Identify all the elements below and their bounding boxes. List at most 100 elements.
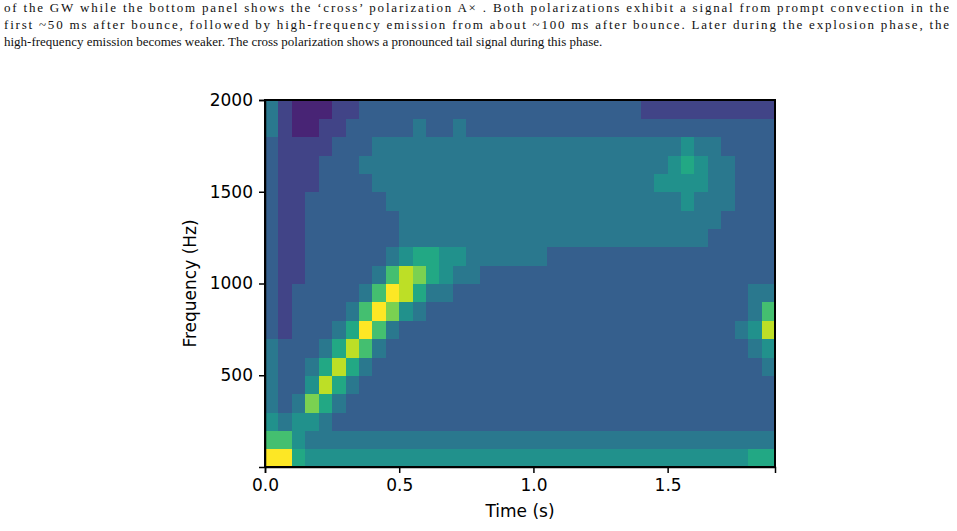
cell bbox=[453, 430, 467, 449]
cell bbox=[614, 265, 628, 284]
cell bbox=[694, 357, 708, 376]
cell bbox=[439, 210, 453, 229]
cell bbox=[601, 339, 615, 358]
cell bbox=[466, 228, 480, 247]
cell bbox=[735, 430, 749, 449]
cell bbox=[265, 394, 279, 413]
cell bbox=[493, 155, 507, 174]
cell bbox=[762, 192, 775, 211]
cell bbox=[507, 430, 521, 449]
cell bbox=[346, 412, 360, 431]
cell bbox=[439, 412, 453, 431]
y-tick: 1000 bbox=[210, 273, 265, 293]
cell bbox=[399, 412, 413, 431]
cell bbox=[533, 118, 547, 137]
cell bbox=[305, 173, 319, 192]
cell bbox=[748, 302, 762, 321]
cell bbox=[453, 357, 467, 376]
cell bbox=[386, 375, 400, 394]
cell bbox=[426, 375, 440, 394]
cell bbox=[520, 302, 534, 321]
cell bbox=[614, 375, 628, 394]
cell bbox=[453, 302, 467, 321]
cell bbox=[694, 173, 708, 192]
cell bbox=[721, 375, 735, 394]
cell bbox=[681, 339, 695, 358]
cell bbox=[278, 430, 292, 449]
cell bbox=[668, 137, 682, 156]
cell bbox=[533, 302, 547, 321]
cell bbox=[386, 100, 400, 119]
cell bbox=[359, 118, 373, 137]
cell bbox=[399, 449, 413, 467]
cell bbox=[413, 265, 427, 284]
cell bbox=[560, 394, 574, 413]
cell bbox=[493, 192, 507, 211]
cell bbox=[507, 302, 521, 321]
cell bbox=[480, 449, 494, 467]
cell bbox=[292, 412, 306, 431]
cell bbox=[654, 302, 668, 321]
cell bbox=[466, 100, 480, 119]
cell bbox=[574, 394, 588, 413]
cell bbox=[439, 228, 453, 247]
cell bbox=[668, 412, 682, 431]
cell bbox=[762, 449, 775, 467]
cell bbox=[507, 247, 521, 266]
cell bbox=[493, 173, 507, 192]
cell bbox=[265, 100, 279, 119]
cell bbox=[466, 394, 480, 413]
cell bbox=[426, 155, 440, 174]
cell bbox=[346, 137, 360, 156]
cell bbox=[305, 228, 319, 247]
cell bbox=[601, 155, 615, 174]
cell bbox=[439, 430, 453, 449]
cell bbox=[735, 357, 749, 376]
cell bbox=[292, 247, 306, 266]
cell bbox=[601, 137, 615, 156]
cell bbox=[708, 412, 722, 431]
cell bbox=[762, 320, 775, 339]
cell bbox=[292, 192, 306, 211]
cell bbox=[480, 173, 494, 192]
cell bbox=[641, 284, 655, 303]
cell bbox=[332, 247, 346, 266]
cell bbox=[735, 375, 749, 394]
cell bbox=[560, 247, 574, 266]
cell bbox=[735, 173, 749, 192]
cell bbox=[614, 412, 628, 431]
cell bbox=[694, 265, 708, 284]
cell bbox=[708, 394, 722, 413]
cell bbox=[399, 357, 413, 376]
cell bbox=[265, 430, 279, 449]
cell bbox=[386, 265, 400, 284]
cell bbox=[466, 375, 480, 394]
cell bbox=[574, 375, 588, 394]
cell bbox=[654, 412, 668, 431]
cell bbox=[681, 449, 695, 467]
cell bbox=[480, 210, 494, 229]
cell bbox=[601, 247, 615, 266]
cell bbox=[748, 430, 762, 449]
cell bbox=[413, 192, 427, 211]
cell bbox=[547, 265, 561, 284]
cell bbox=[721, 284, 735, 303]
cell bbox=[319, 357, 333, 376]
cell bbox=[641, 430, 655, 449]
cell bbox=[466, 192, 480, 211]
cell bbox=[319, 228, 333, 247]
cell bbox=[748, 192, 762, 211]
cell bbox=[560, 137, 574, 156]
cell bbox=[735, 449, 749, 467]
cell bbox=[627, 265, 641, 284]
cell bbox=[587, 192, 601, 211]
cell bbox=[332, 302, 346, 321]
cell bbox=[533, 228, 547, 247]
cell bbox=[359, 412, 373, 431]
cell bbox=[560, 210, 574, 229]
cell bbox=[668, 394, 682, 413]
cell bbox=[627, 430, 641, 449]
cell bbox=[332, 375, 346, 394]
cell bbox=[587, 173, 601, 192]
cell bbox=[466, 320, 480, 339]
